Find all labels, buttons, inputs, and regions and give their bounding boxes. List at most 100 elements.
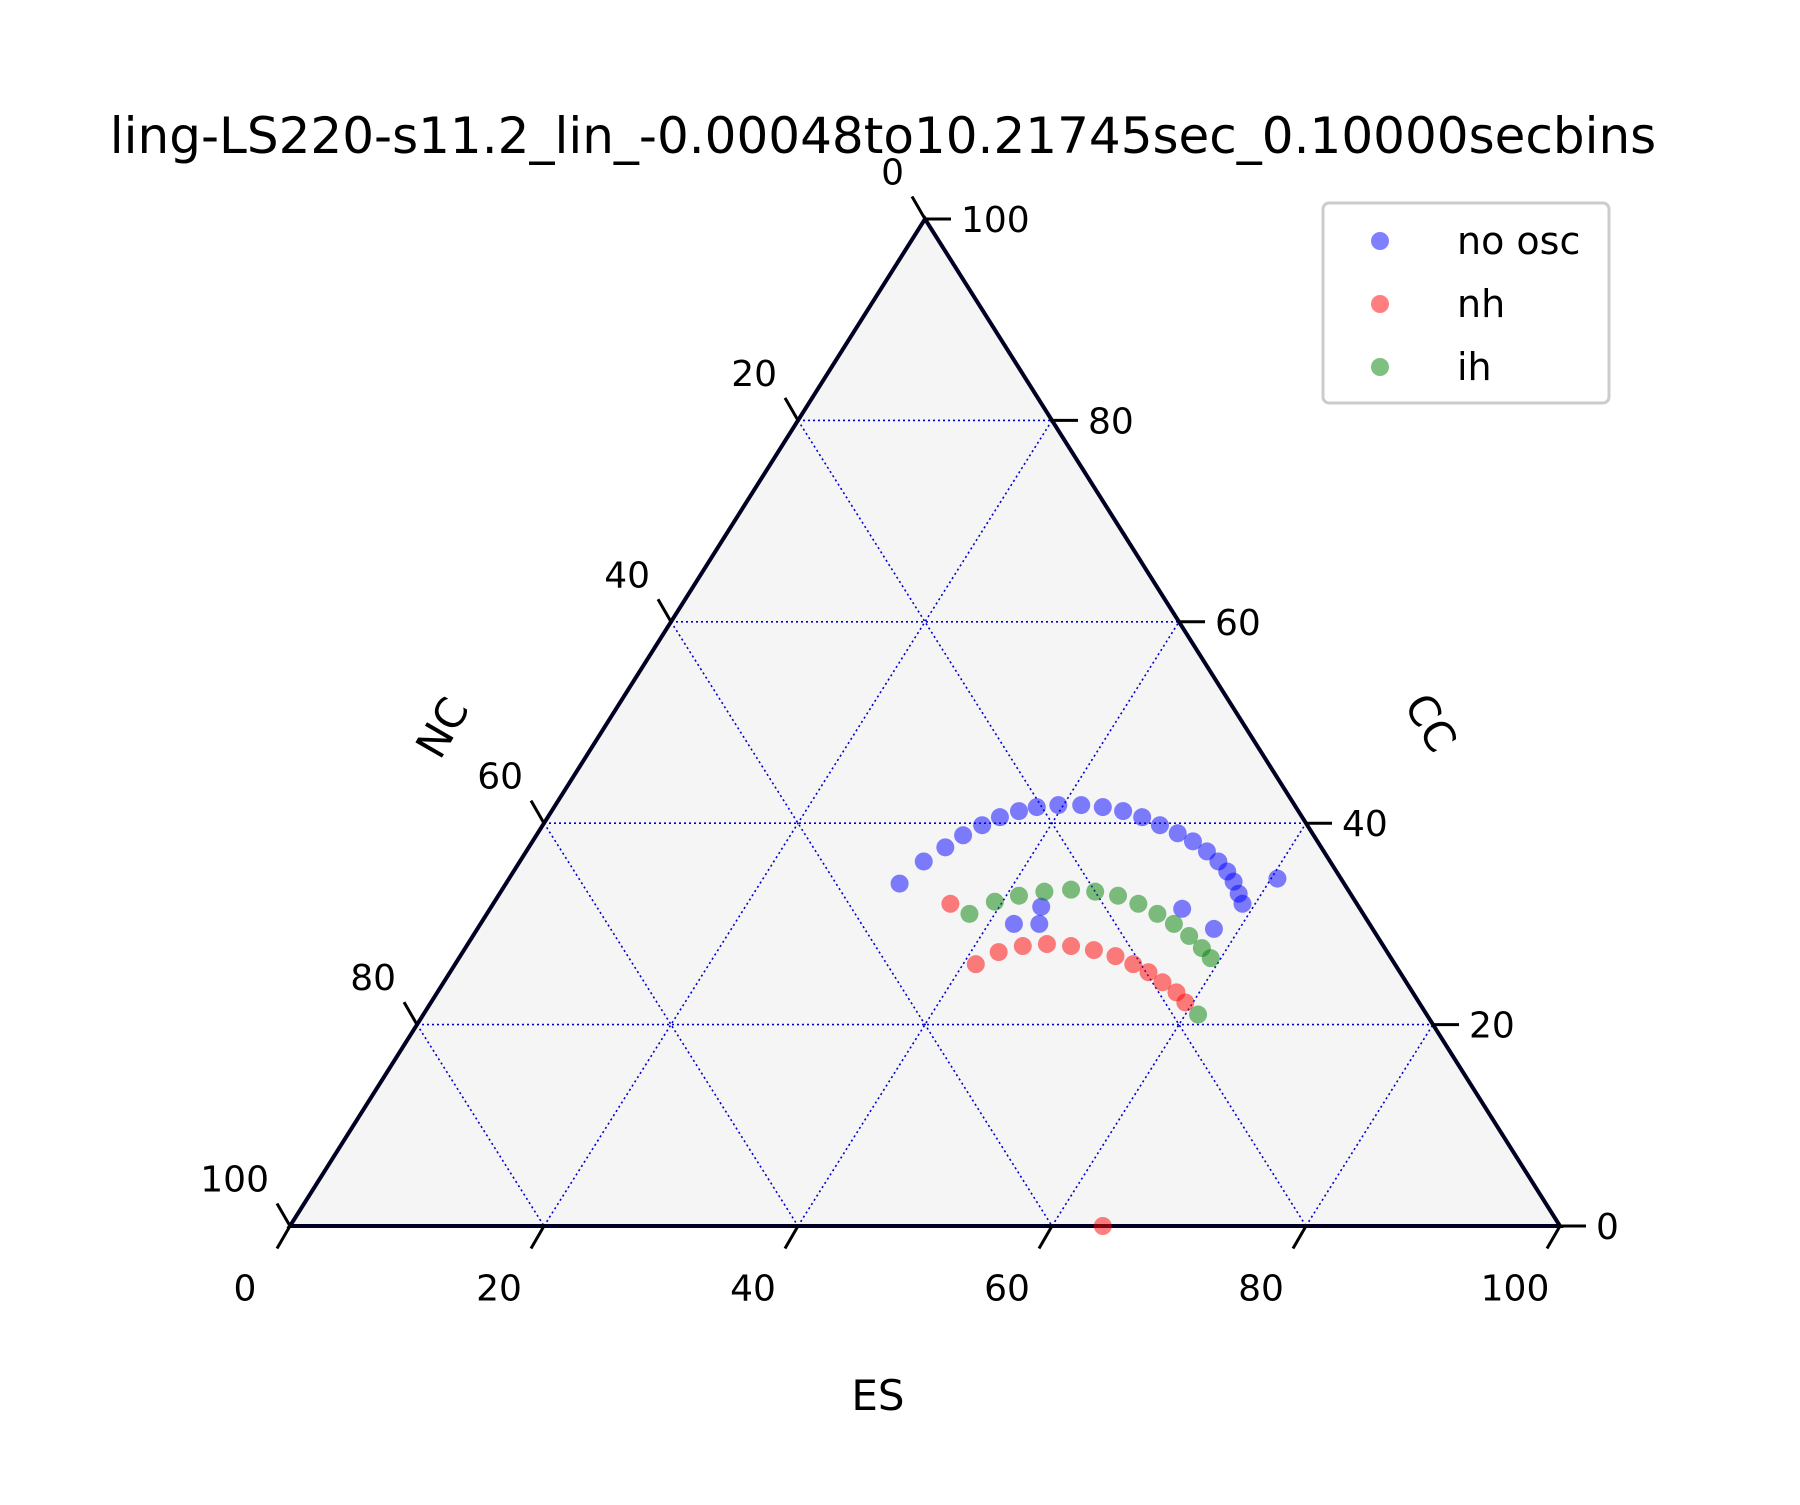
tick-label-cc: 0 [1596,1207,1619,1248]
data-point [973,816,992,835]
data-point [954,826,973,845]
tick-label-nc: 40 [604,555,650,596]
data-point [936,838,955,857]
tick-label-es: 0 [234,1269,257,1310]
tick-label-nc: 20 [731,354,777,395]
data-point [1176,993,1195,1012]
tick-mark-es [275,1225,292,1250]
tick-mark-es [1291,1225,1308,1250]
tick-mark-nc [656,598,673,623]
tick-label-cc: 40 [1342,804,1388,845]
grid-line-nc-40 [670,621,1053,1227]
data-point [1204,919,1223,938]
data-point [1035,882,1054,901]
axis-ticks: 0 20 40 60 80 100 0 20 40 60 80 100 0 20 40 60 80 100 [200,152,1619,1309]
tick-mark-es [529,1225,546,1250]
data-point [1062,880,1081,899]
data-point [990,808,1009,827]
axis-label-cc: CC [1395,685,1467,760]
tick-label-es: 100 [1481,1269,1550,1310]
series-nh [941,894,1195,1235]
tick-label-es: 60 [984,1269,1030,1310]
legend-marker [1371,295,1389,313]
data-point [1150,816,1169,835]
data-point [1153,973,1172,992]
data-point [1180,926,1199,945]
tick-label-cc: 60 [1215,603,1261,644]
legend: no osc nh ih [1321,201,1611,405]
tick-label-nc: 100 [200,1159,269,1200]
data-point [1086,882,1105,901]
tick-label-cc: 80 [1088,401,1134,442]
data-point [1004,914,1023,933]
data-point [985,892,1004,911]
data-point [1124,955,1143,974]
triangle-frame [286,215,1564,1228]
tick-mark-nc [910,195,927,220]
data-point [1168,824,1187,843]
tick-label-nc: 0 [881,152,904,193]
data-point [1084,941,1103,960]
tick-mark-es [1545,1225,1562,1250]
data-point [1183,832,1202,851]
tick-mark-nc [402,1001,419,1026]
plot-area-background [290,219,1560,1226]
data-point [914,852,933,871]
tick-mark-es [1037,1225,1054,1250]
grid-line-es-60 [1051,822,1307,1227]
legend-label: nh [1457,282,1505,326]
axis-label-es: ES [851,1371,904,1420]
data-point [890,874,909,893]
legend-box [1321,201,1611,405]
grid-lines [416,419,1434,1227]
data-point [1062,937,1081,956]
tick-mark-nc [783,397,800,422]
data-point [1106,947,1125,966]
axis-label-nc: NC [406,689,479,766]
grid-line-es-40 [797,621,1180,1227]
tick-label-es: 40 [730,1269,776,1310]
tick-label-cc: 100 [961,200,1030,241]
data-point [1139,963,1158,982]
series-ih [960,880,1220,1024]
data-point [1072,796,1091,815]
tick-mark-nc [529,799,546,824]
data-point [1027,798,1046,817]
data-point [1189,1005,1208,1024]
tick-mark-nc [275,1202,292,1227]
data-point [1013,937,1032,956]
data-point [941,894,960,913]
data-point [1037,935,1056,954]
data-point [966,955,985,974]
tick-label-cc: 20 [1469,1006,1515,1047]
data-point [1009,886,1028,905]
data-point [1129,894,1148,913]
data-point [1148,904,1167,923]
legend-label: no osc [1457,219,1580,263]
tick-label-nc: 80 [350,958,396,999]
legend-items: no osc nh ih [1371,219,1580,389]
data-point [1009,802,1028,821]
series-no-osc [890,796,1287,938]
data-point [1030,914,1049,933]
legend-marker [1371,232,1389,250]
tick-mark-es [783,1225,800,1250]
data-point [1173,899,1192,918]
grid-line-es-20 [543,419,1053,1227]
chart-title: ling-LS220-s11.2_lin_-0.00048to10.21745s… [110,107,1656,165]
data-point [1268,869,1287,888]
data-point [1109,886,1128,905]
data-point [989,943,1008,962]
data-point [1049,796,1068,815]
data-point [1093,798,1112,817]
data-points [890,796,1287,1235]
data-point [1114,802,1133,821]
legend-label: ih [1457,345,1492,389]
tick-label-nc: 60 [477,757,523,798]
data-point [1201,949,1220,968]
tick-label-es: 80 [1238,1269,1284,1310]
data-point [1233,894,1252,913]
grid-line-nc-60 [543,822,799,1227]
